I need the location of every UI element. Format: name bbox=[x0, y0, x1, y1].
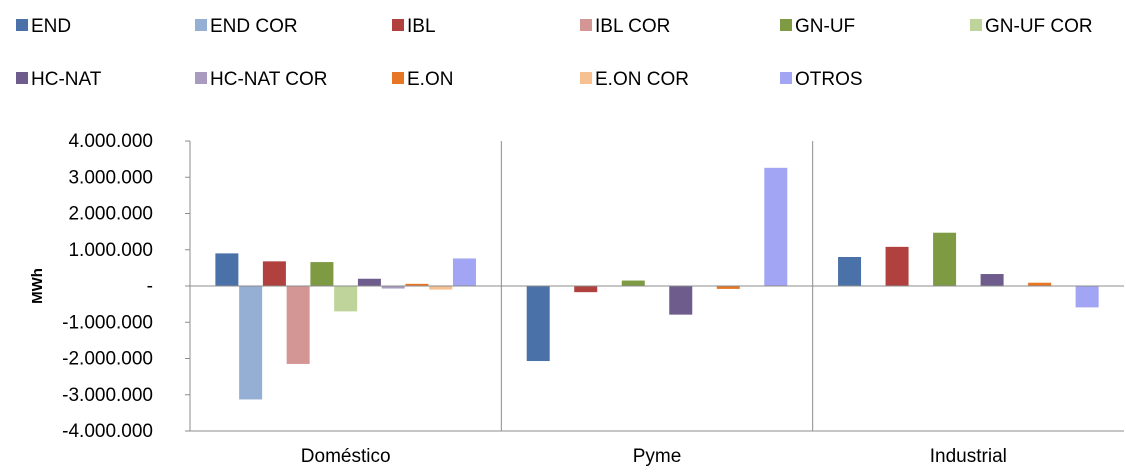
legend-item-e-on-cor: E.ON COR bbox=[580, 69, 689, 90]
y-axis-label-group: MWh bbox=[29, 268, 46, 304]
legend-label-gn-uf-cor: GN-UF COR bbox=[985, 16, 1093, 37]
legend-label-gn-uf: GN-UF bbox=[795, 16, 855, 37]
bar-ibl-pyme bbox=[574, 286, 598, 293]
bar-e-on-dom-stico bbox=[405, 283, 429, 286]
bar-gn-uf-cor-dom-stico bbox=[334, 286, 358, 312]
legend-label-hc-nat-cor: HC-NAT COR bbox=[210, 69, 328, 90]
bar-end-dom-stico bbox=[215, 253, 239, 286]
x-axis-labels: Doméstico Pyme Industrial bbox=[301, 446, 1007, 467]
legend-swatch-gn-uf bbox=[780, 19, 792, 31]
y-tick-label: 2.000.000 bbox=[68, 204, 153, 225]
y-tick-label: -1.000.000 bbox=[62, 312, 153, 333]
bars bbox=[215, 167, 1099, 400]
bar-hc-nat-dom-stico bbox=[357, 278, 381, 286]
legend-label-end-cor: END COR bbox=[210, 16, 298, 37]
legend-item-otros: OTROS bbox=[780, 69, 863, 90]
legend-swatch-e-on bbox=[392, 72, 404, 84]
legend-swatch-end bbox=[16, 19, 28, 31]
legend-item-end: END bbox=[16, 16, 71, 37]
bar-hc-nat-industrial bbox=[980, 274, 1004, 286]
legend-label-hc-nat: HC-NAT bbox=[31, 69, 102, 90]
legend-item-ibl-cor: IBL COR bbox=[580, 16, 670, 37]
x-tick-label-dom-stico: Doméstico bbox=[301, 446, 391, 467]
bar-ibl-cor-dom-stico bbox=[286, 286, 310, 364]
x-tick-label-pyme: Pyme bbox=[633, 446, 682, 467]
bar-otros-industrial bbox=[1075, 286, 1099, 308]
legend-swatch-end-cor bbox=[195, 19, 207, 31]
x-tick-label-industrial: Industrial bbox=[930, 446, 1007, 467]
legend-swatch-gn-uf-cor bbox=[970, 19, 982, 31]
y-axis-ticks: 4.000.000 3.000.000 2.000.000 1.000.000 - -1.… bbox=[62, 131, 190, 442]
legend-item-e-on: E.ON bbox=[392, 69, 453, 90]
legend-label-end: END bbox=[31, 16, 71, 37]
bar-ibl-industrial bbox=[885, 246, 909, 286]
legend-label-ibl: IBL bbox=[407, 16, 436, 37]
bar-e-on-cor-dom-stico bbox=[429, 286, 453, 290]
legend-label-ibl-cor: IBL COR bbox=[595, 16, 670, 37]
y-axis-label: MWh bbox=[29, 268, 46, 304]
y-tick-label: 4.000.000 bbox=[68, 131, 153, 152]
legend-label-e-on-cor: E.ON COR bbox=[595, 69, 689, 90]
legend-swatch-ibl-cor bbox=[580, 19, 592, 31]
legend-label-e-on: E.ON bbox=[407, 69, 453, 90]
bar-hc-nat-cor-dom-stico bbox=[381, 286, 405, 289]
legend-item-end-cor: END COR bbox=[195, 16, 298, 37]
bar-e-on-industrial bbox=[1028, 282, 1052, 286]
bar-end-pyme bbox=[526, 286, 550, 362]
bar-otros-dom-stico bbox=[452, 258, 476, 286]
legend-item-gn-uf-cor: GN-UF COR bbox=[970, 16, 1093, 37]
legend-label-otros: OTROS bbox=[795, 69, 863, 90]
legend: END END COR IBL IBL COR GN-UF GN-UF COR HC-NAT… bbox=[16, 16, 1093, 90]
legend-item-ibl: IBL bbox=[392, 16, 436, 37]
legend-swatch-e-on-cor bbox=[580, 72, 592, 84]
legend-swatch-hc-nat-cor bbox=[195, 72, 207, 84]
legend-swatch-ibl bbox=[392, 19, 404, 31]
axes bbox=[189, 141, 1124, 432]
y-tick-label: 1.000.000 bbox=[68, 240, 153, 261]
y-tick-label: -4.000.000 bbox=[62, 421, 153, 442]
legend-item-hc-nat: HC-NAT bbox=[16, 69, 102, 90]
y-tick-label: 3.000.000 bbox=[68, 167, 153, 188]
bar-end-industrial bbox=[838, 257, 862, 286]
legend-swatch-otros bbox=[780, 72, 792, 84]
legend-item-gn-uf: GN-UF bbox=[780, 16, 855, 37]
y-tick-label: - bbox=[147, 276, 153, 297]
legend-swatch-hc-nat bbox=[16, 72, 28, 84]
bar-hc-nat-pyme bbox=[669, 286, 693, 315]
bar-e-on-pyme bbox=[716, 286, 740, 289]
bar-gn-uf-pyme bbox=[621, 280, 645, 286]
bar-end-cor-dom-stico bbox=[239, 286, 263, 400]
bar-gn-uf-industrial bbox=[933, 232, 957, 286]
bar-gn-uf-dom-stico bbox=[310, 262, 334, 286]
y-tick-label: -3.000.000 bbox=[62, 385, 153, 406]
legend-item-hc-nat-cor: HC-NAT COR bbox=[195, 69, 328, 90]
bar-otros-pyme bbox=[764, 167, 788, 286]
y-tick-label: -2.000.000 bbox=[62, 349, 153, 370]
bar-ibl-dom-stico bbox=[262, 261, 286, 286]
